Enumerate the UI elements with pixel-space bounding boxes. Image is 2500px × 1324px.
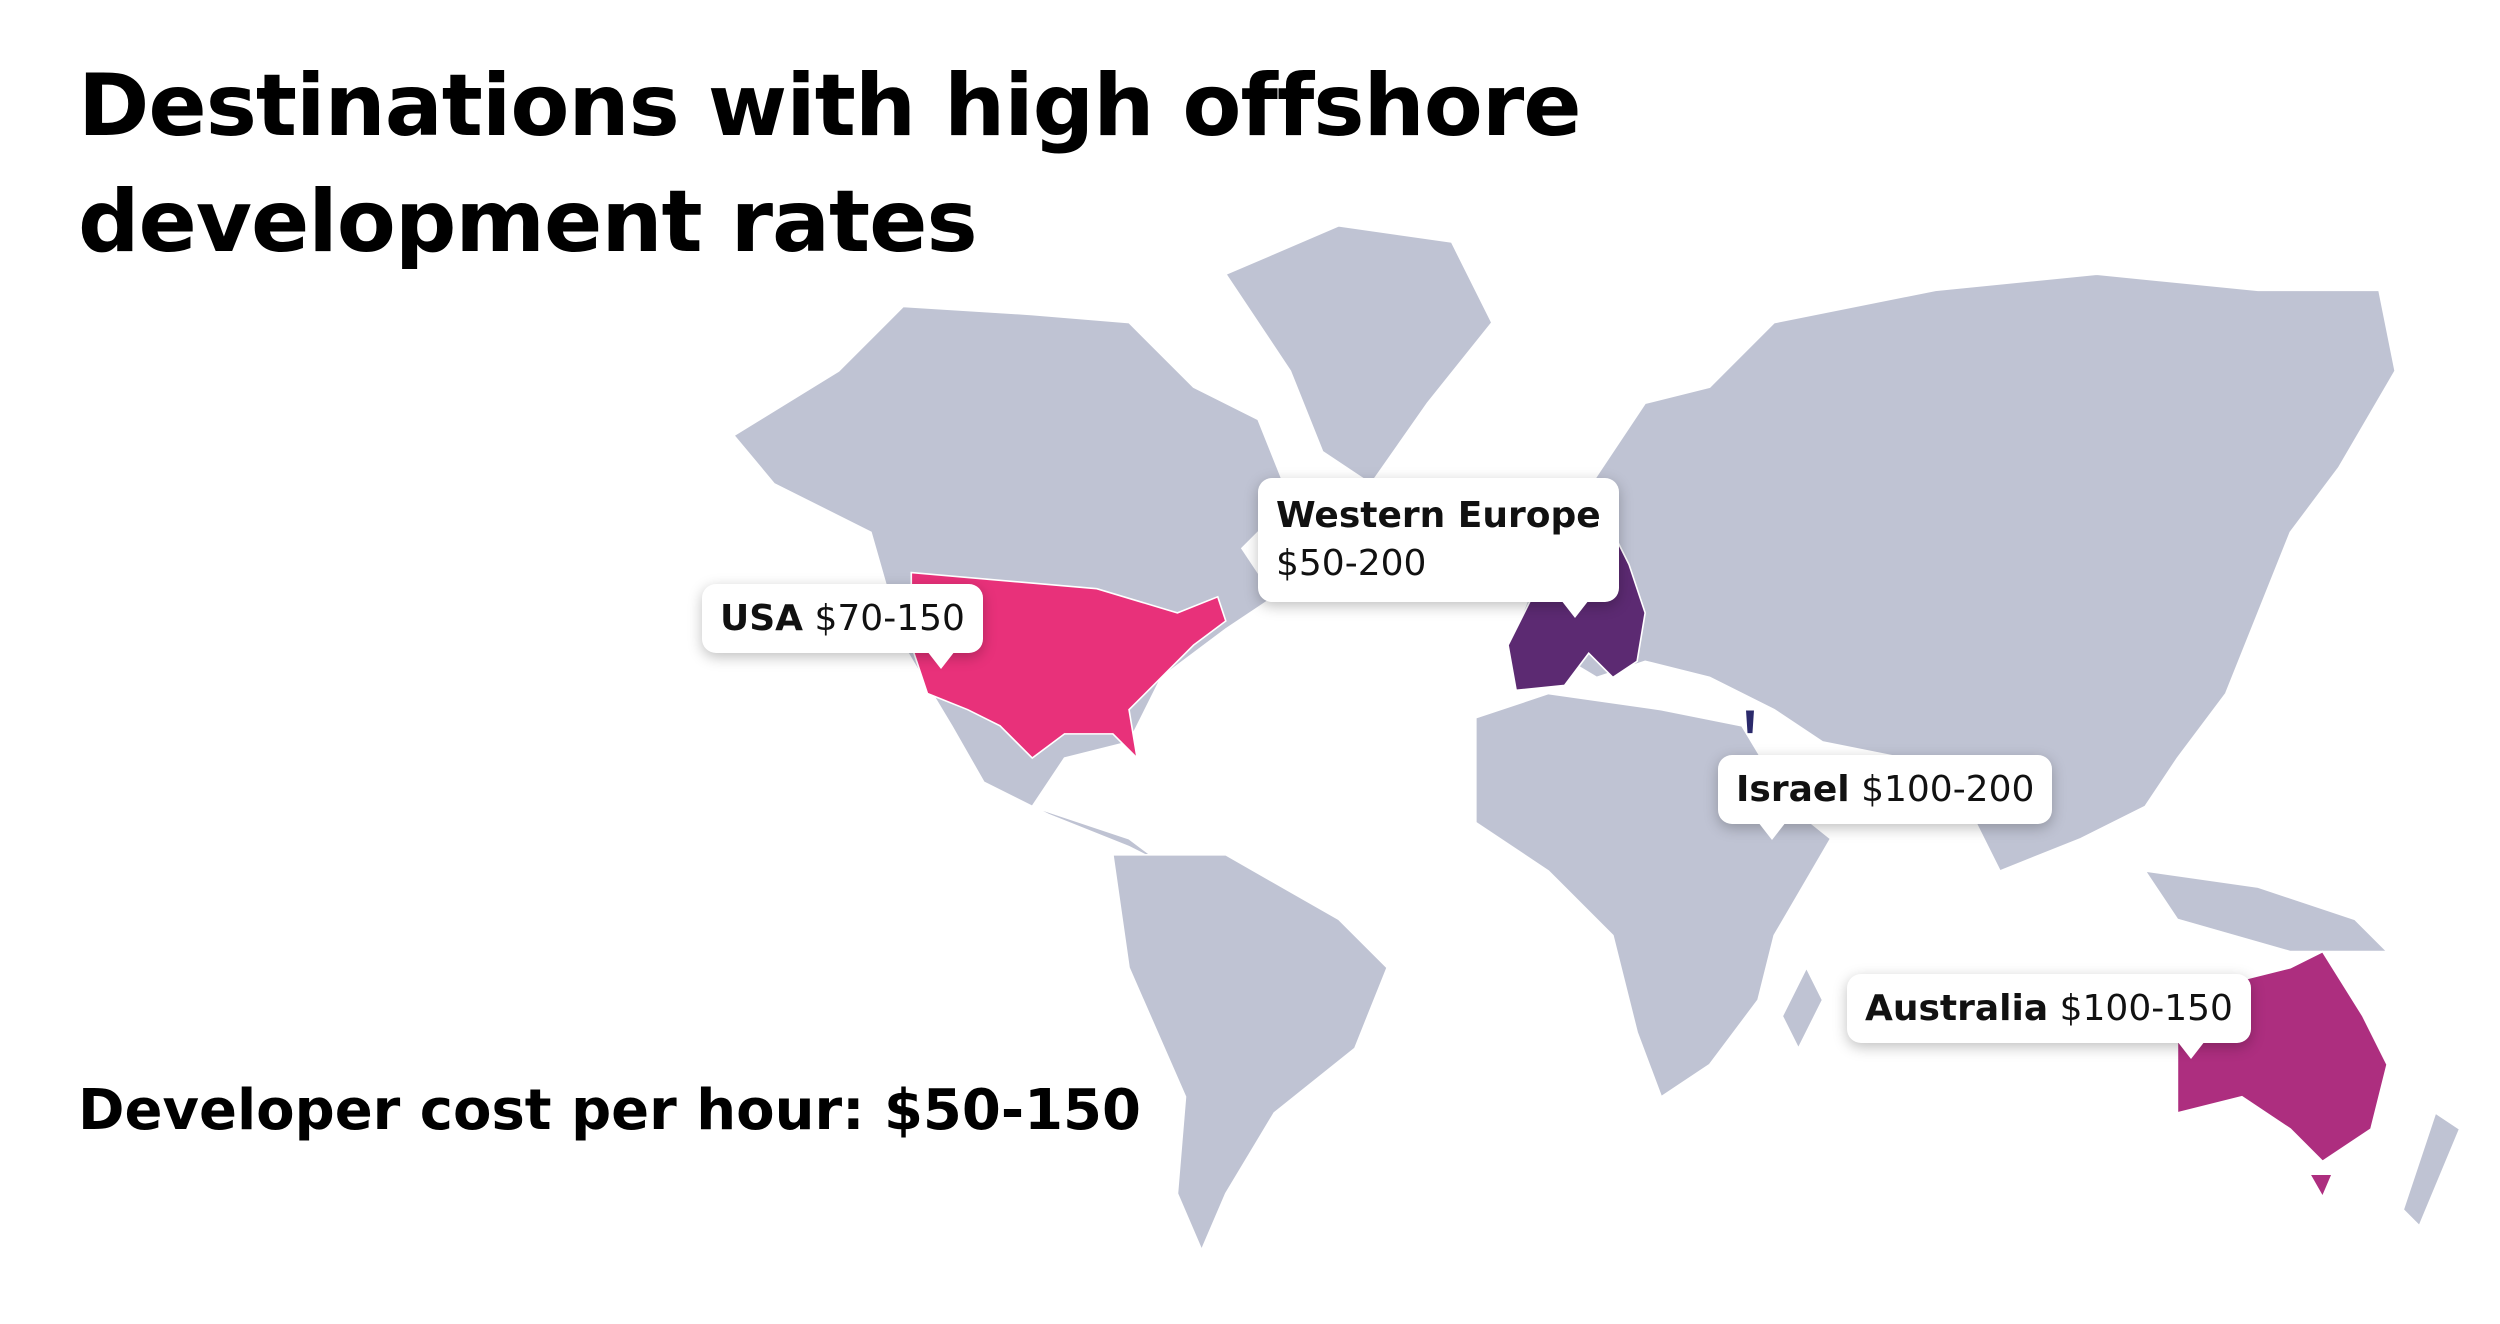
callout: Western Europe $50-200 — [1258, 478, 1619, 618]
region-name: USA — [720, 598, 804, 639]
region-name: Western Europe — [1276, 495, 1601, 536]
summary: Developer cost per hour: $50-150 — [78, 1078, 1141, 1143]
callout: Australia $100-150 — [1847, 974, 2251, 1059]
israel-region — [1744, 708, 1756, 735]
region-rate: $100-200 — [1861, 769, 2035, 810]
region-rate: $50-200 — [1276, 543, 1427, 584]
usa-region — [910, 571, 1227, 761]
title: Destinations with high offshore developm… — [78, 56, 1582, 272]
region-name: Israel — [1736, 769, 1850, 810]
region-rate: $100-150 — [2059, 988, 2233, 1029]
region-name: Australia — [1865, 988, 2049, 1029]
callout: USA $70-150 — [702, 584, 983, 669]
eurasia — [1515, 273, 2397, 872]
callout: Israel $100-200 — [1718, 755, 2053, 840]
region-rate: $70-150 — [814, 598, 965, 639]
islands — [1781, 869, 2461, 1228]
greenland — [1224, 224, 1493, 485]
south-america — [1111, 854, 1389, 1253]
